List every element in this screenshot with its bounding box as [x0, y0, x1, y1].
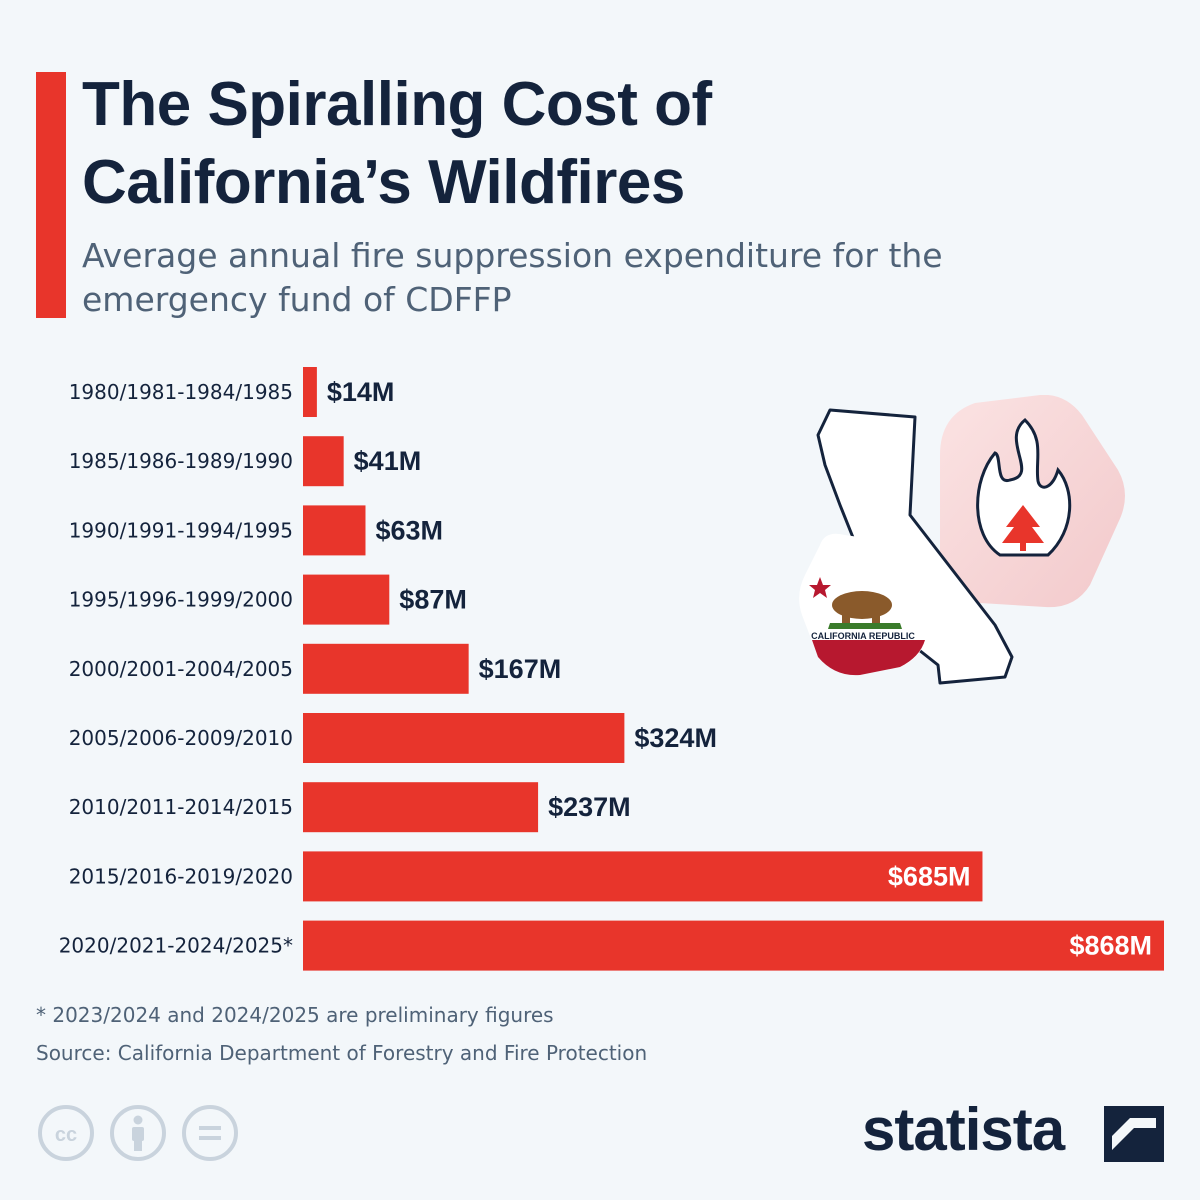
brand-logo-text: statista [862, 1096, 1065, 1163]
bar [303, 643, 469, 694]
california-map-icon [816, 408, 1014, 685]
bar [303, 920, 1164, 971]
bar [303, 851, 983, 902]
value-label: $14M [327, 377, 395, 407]
value-label: $41M [354, 446, 422, 476]
footnote: * 2023/2024 and 2024/2025 are preliminar… [36, 1003, 554, 1027]
no-derivatives-icon[interactable] [182, 1105, 238, 1161]
category-label: 2015/2016-2019/2020 [69, 864, 293, 888]
value-label: $868M [1069, 931, 1152, 961]
bar [303, 367, 317, 417]
value-label: $63M [375, 515, 443, 545]
category-label: 2000/2001-2004/2005 [69, 657, 293, 681]
flag-text: CALIFORNIA REPUBLIC [811, 631, 915, 641]
california-flag-icon: CALIFORNIA REPUBLIC [799, 533, 928, 676]
source-note: Source: California Department of Forestr… [36, 1041, 648, 1065]
svg-text:cc: cc [55, 1124, 77, 1146]
value-label: $685M [888, 861, 971, 891]
category-label: 1990/1991-1994/1995 [69, 518, 293, 542]
accent-bar [36, 72, 66, 318]
category-label: 2020/2021-2024/2025* [59, 934, 293, 958]
california-illustration: CALIFORNIA REPUBLIC [799, 395, 1125, 685]
category-label: 1985/1986-1989/1990 [69, 449, 293, 473]
attribution-icon[interactable] [110, 1105, 166, 1161]
value-label: $237M [548, 792, 631, 822]
bar [303, 782, 539, 833]
fire-tree-icon [940, 395, 1125, 608]
value-label: $87M [399, 585, 467, 615]
bar [303, 436, 344, 487]
category-label: 2005/2006-2009/2010 [69, 726, 293, 750]
bar [303, 574, 390, 625]
value-label: $324M [634, 723, 717, 753]
statista-logo-icon [1104, 1106, 1164, 1162]
category-label: 1995/1996-1999/2000 [69, 588, 293, 612]
bar [303, 713, 625, 763]
chart-title: The Spiralling Cost of California’s Wild… [82, 70, 712, 217]
category-label: 1980/1981-1984/1985 [69, 380, 293, 404]
value-label: $167M [479, 654, 562, 684]
chart-subtitle: Average annual fire suppression expendit… [82, 236, 943, 319]
bar [303, 505, 366, 556]
category-label: 2010/2011-2014/2015 [69, 795, 293, 819]
creative-commons-icon[interactable]: cc [38, 1105, 94, 1161]
